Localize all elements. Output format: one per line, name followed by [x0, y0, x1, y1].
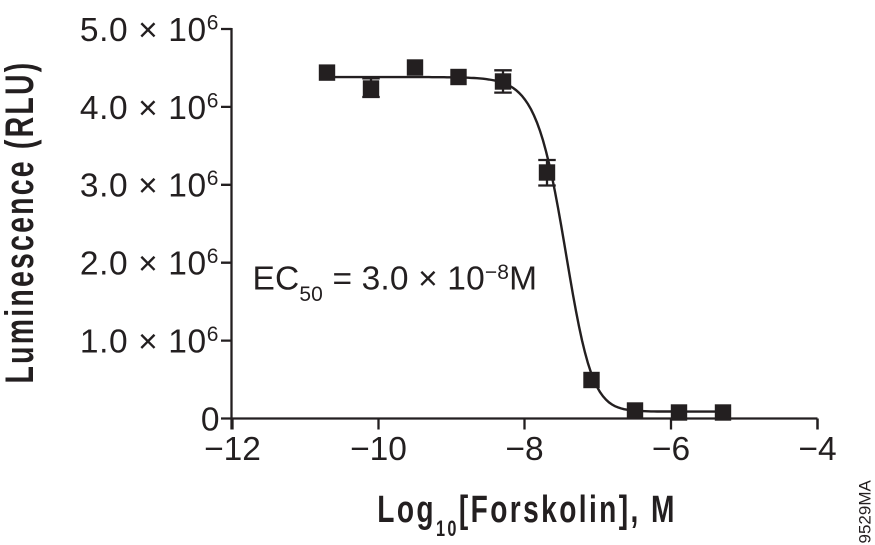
svg-text:2.0 × 106: 2.0 × 106	[80, 245, 219, 283]
svg-text:3.0 × 106: 3.0 × 106	[80, 167, 219, 205]
svg-text:0: 0	[201, 401, 220, 438]
svg-text:Luminescence (RLU): Luminescence (RLU)	[0, 61, 42, 384]
svg-text:5.0 × 106: 5.0 × 106	[80, 11, 219, 49]
svg-text:4.0 × 106: 4.0 × 106	[80, 89, 219, 127]
svg-text:−6: −6	[652, 431, 690, 468]
svg-text:−8: −8	[505, 431, 543, 468]
svg-text:9529MA: 9529MA	[856, 480, 875, 544]
svg-text:EC50 = 3.0 × 10−8M: EC50 = 3.0 × 10−8M	[253, 260, 538, 306]
svg-text:−4: −4	[798, 431, 836, 468]
svg-text:−12: −12	[204, 431, 261, 468]
svg-text:−10: −10	[350, 431, 407, 468]
svg-text:1.0 × 106: 1.0 × 106	[80, 323, 219, 361]
